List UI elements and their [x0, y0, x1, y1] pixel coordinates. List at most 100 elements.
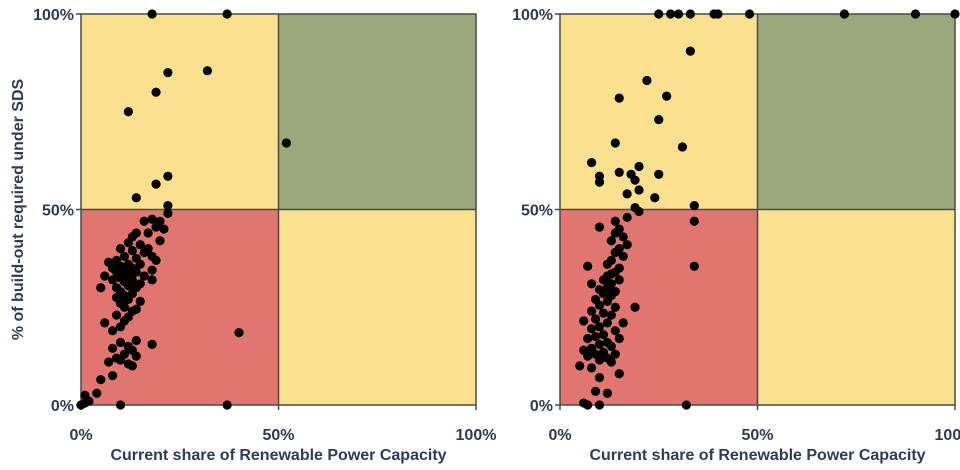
data-point [575, 361, 585, 371]
data-point [630, 175, 640, 185]
data-point [598, 330, 609, 340]
data-point [594, 400, 605, 410]
data-point [634, 161, 644, 172]
data-point [594, 222, 605, 232]
data-point [662, 91, 672, 101]
data-point [689, 200, 699, 211]
data-point [96, 283, 106, 293]
data-point [222, 9, 232, 19]
data-point [111, 310, 122, 320]
data-point [610, 349, 620, 359]
data-point [139, 271, 149, 281]
data-point [131, 351, 141, 361]
data-point [610, 228, 620, 238]
data-point [127, 245, 137, 256]
data-point [115, 400, 126, 410]
y-axis-title: % of build-out required under SDS [10, 79, 27, 341]
x-axis-title: Current share of Renewable Power Capacit… [110, 447, 446, 464]
quadrant-top-right [278, 14, 476, 210]
data-point [583, 400, 593, 410]
data-point [163, 208, 173, 219]
data-point [115, 337, 126, 348]
data-point [587, 324, 597, 334]
data-point [673, 9, 684, 19]
data-point [689, 261, 699, 271]
data-point [618, 318, 628, 328]
data-point [139, 247, 149, 258]
data-point [622, 240, 632, 250]
data-point [618, 251, 628, 262]
data-point [151, 179, 161, 189]
data-point [654, 114, 664, 125]
data-point [119, 302, 130, 312]
data-point [606, 310, 616, 320]
data-point [108, 275, 118, 285]
data-point [610, 216, 620, 226]
data-point [135, 259, 145, 269]
data-point [135, 296, 145, 306]
data-point [642, 75, 652, 86]
data-point [123, 238, 133, 248]
data-point [108, 371, 118, 381]
data-point [151, 87, 161, 97]
y-tick-label: 50% [521, 203, 553, 220]
data-point [163, 68, 173, 78]
data-point [598, 308, 609, 318]
data-point [147, 339, 157, 349]
quadrant-top-left [560, 14, 758, 210]
data-point [127, 361, 137, 371]
data-point [590, 314, 601, 324]
data-point [151, 222, 161, 232]
data-point [147, 214, 157, 224]
data-point [587, 279, 597, 289]
data-point [622, 189, 632, 199]
data-point [654, 9, 664, 19]
data-point [100, 271, 110, 281]
data-point [163, 200, 173, 211]
data-point [602, 388, 613, 398]
data-point [115, 322, 126, 332]
data-point [634, 206, 644, 217]
data-point [594, 373, 605, 383]
x-tick-label: 0% [69, 427, 92, 444]
data-point [587, 306, 597, 316]
data-point [135, 240, 145, 250]
data-point [131, 193, 141, 203]
data-point [159, 224, 169, 234]
data-point [590, 386, 601, 396]
data-point [681, 400, 692, 410]
data-point [606, 236, 616, 246]
quadrant-bottom-right [757, 209, 955, 405]
data-point [119, 251, 130, 262]
data-point [650, 193, 660, 203]
data-point [123, 294, 133, 305]
x-axis-title: Current share of Renewable Power Capacit… [589, 447, 925, 464]
data-point [594, 322, 605, 332]
data-point [606, 357, 616, 367]
data-point [202, 66, 212, 76]
chart-panel-1: 0% 50% 100% 0% 50% 100% Current share of Renew… [10, 7, 496, 464]
data-point [583, 333, 593, 344]
y-tick-label: 100% [33, 7, 74, 24]
data-point [234, 328, 244, 338]
data-point [610, 247, 620, 258]
quadrant-top-left [81, 14, 279, 210]
data-point [602, 296, 613, 306]
data-point [108, 326, 118, 336]
data-point [131, 335, 141, 346]
data-point [163, 171, 173, 181]
data-point [614, 333, 624, 344]
data-point [281, 138, 291, 148]
data-point [910, 9, 921, 19]
data-point [602, 318, 613, 328]
y-tick-label: 50% [42, 203, 74, 220]
data-point [104, 357, 114, 367]
x-tick-label: 100% [456, 427, 497, 444]
data-point [115, 355, 126, 365]
data-point [131, 267, 141, 277]
data-point [590, 331, 601, 342]
data-point [839, 9, 850, 19]
data-point [151, 255, 161, 265]
data-point [147, 265, 157, 275]
